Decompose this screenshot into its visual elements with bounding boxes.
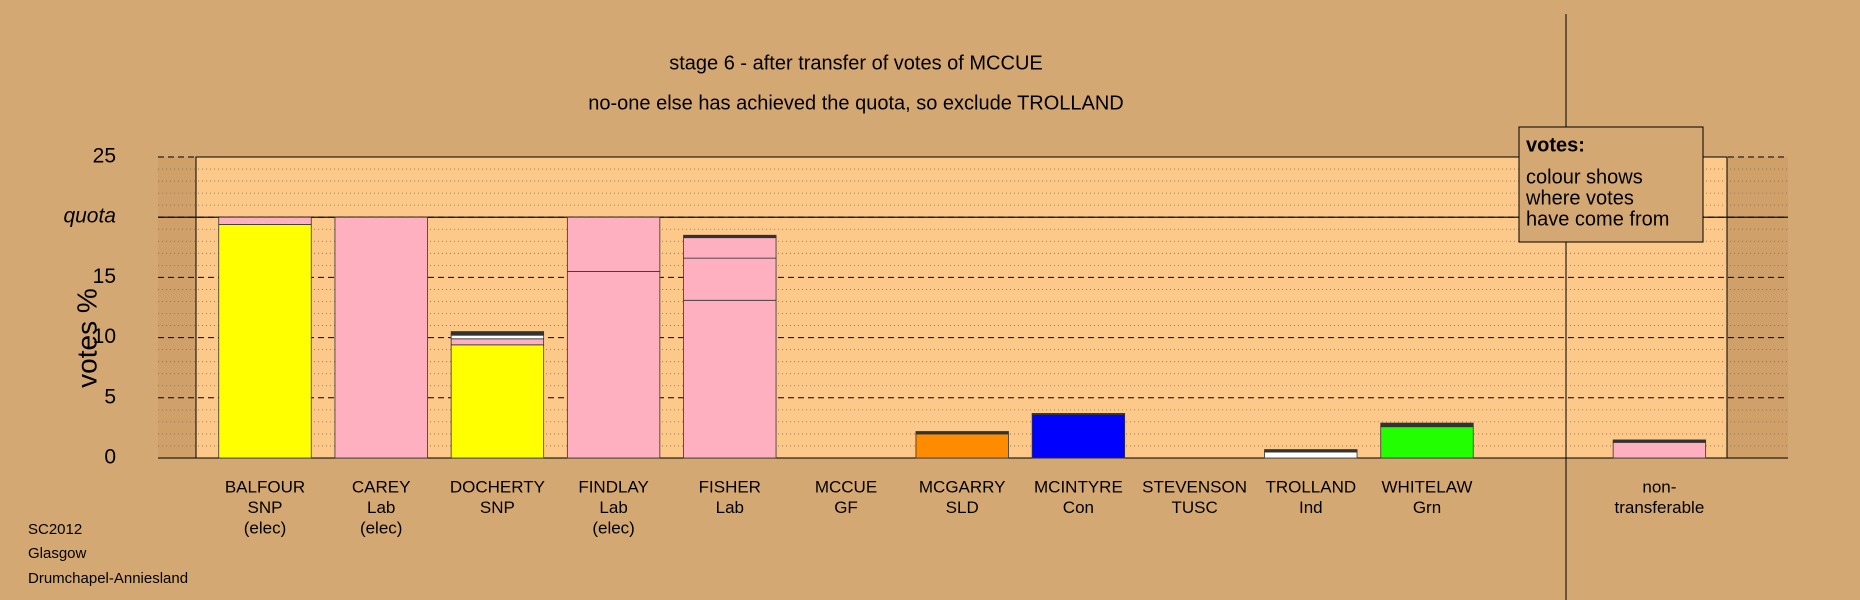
y-tick-label: 5 — [104, 385, 116, 408]
legend-line: colour shows — [1526, 166, 1643, 188]
legend-box — [1518, 126, 1704, 243]
x-tick-label: FINDLAY — [578, 477, 649, 496]
x-tick-label: Lab — [367, 498, 395, 517]
bar-segment — [1612, 441, 1707, 459]
bar-segment — [1380, 422, 1474, 428]
x-tick-label: Lab — [716, 498, 744, 517]
bars: BALFOURSNP(elec)CAREYLab(elec)DOCHERTYSN… — [218, 216, 1707, 537]
bar-segment — [218, 224, 312, 459]
x-tick-label: MCGARRY — [919, 477, 1006, 496]
bar-segment — [683, 234, 777, 239]
chart-subtitle: no-one else has achieved the quota, so e… — [588, 92, 1124, 114]
bar-segment — [1031, 413, 1126, 416]
x-tick-label: DOCHERTY — [450, 477, 545, 496]
y-tick-label: quota — [63, 205, 116, 228]
x-tick-label: Lab — [599, 498, 627, 517]
y-tick-label: 25 — [93, 145, 116, 168]
x-tick-label: Ind — [1299, 498, 1323, 517]
bar-segment — [683, 299, 777, 459]
x-tick-label: SLD — [946, 498, 979, 517]
bar-segment — [450, 331, 545, 336]
x-tick-label: transferable — [1615, 498, 1705, 517]
x-tick-label: Grn — [1413, 498, 1441, 517]
bar-segment — [1031, 414, 1126, 459]
x-tick-label: (elec) — [244, 518, 287, 537]
x-tick-label: MCCUE — [815, 477, 877, 496]
bar-segment — [450, 344, 545, 459]
y-tick-label: 15 — [93, 265, 116, 288]
bar-segment — [334, 216, 428, 459]
bar-segment — [450, 334, 545, 340]
y-tick-label: 10 — [93, 325, 116, 348]
y-axis-label: votes % — [71, 288, 102, 388]
x-tick-label: FISHER — [699, 477, 761, 496]
footer: Glasgow — [28, 545, 87, 562]
x-tick-label: STEVENSON — [1142, 477, 1247, 496]
x-tick-label: Con — [1063, 498, 1094, 517]
bar-segment — [1264, 451, 1358, 459]
y-tick-label: 0 — [104, 446, 116, 469]
bar-segment — [1380, 426, 1474, 459]
legend-title: votes: — [1526, 134, 1585, 156]
x-tick-label: (elec) — [592, 518, 635, 537]
x-tick-label: SNP — [248, 498, 283, 517]
x-tick-label: GF — [834, 498, 858, 517]
x-tick-label: CAREY — [352, 477, 411, 496]
x-tick-label: non- — [1642, 477, 1676, 496]
bar-segment — [683, 237, 777, 259]
bar-segment — [218, 216, 312, 225]
grid: 0 5 10 15 quota 25 — [63, 145, 1788, 469]
legend-line: have come from — [1526, 208, 1669, 230]
bar-segment — [915, 433, 1009, 459]
x-tick-label: TUSC — [1171, 498, 1217, 517]
x-tick-label: WHITELAW — [1382, 477, 1473, 496]
bar-segment — [1264, 449, 1358, 453]
bar-segment — [566, 216, 661, 272]
legend-line: where votes — [1525, 187, 1634, 209]
x-tick-label: (elec) — [360, 518, 403, 537]
bar-segment — [1612, 439, 1707, 443]
x-tick-label: TROLLAND — [1265, 477, 1356, 496]
bar-segment — [683, 257, 777, 301]
footer: Drumchapel-Anniesland — [28, 570, 188, 587]
x-tick-label: MCINTYRE — [1034, 477, 1123, 496]
bar-segment — [566, 270, 661, 459]
x-tick-label: BALFOUR — [225, 477, 305, 496]
bar-segment — [915, 431, 1009, 435]
footer: SC2012 — [28, 521, 82, 538]
chart-title: stage 6 - after transfer of votes of MCC… — [669, 52, 1042, 74]
bar-segment — [450, 338, 545, 346]
x-tick-label: SNP — [480, 498, 515, 517]
